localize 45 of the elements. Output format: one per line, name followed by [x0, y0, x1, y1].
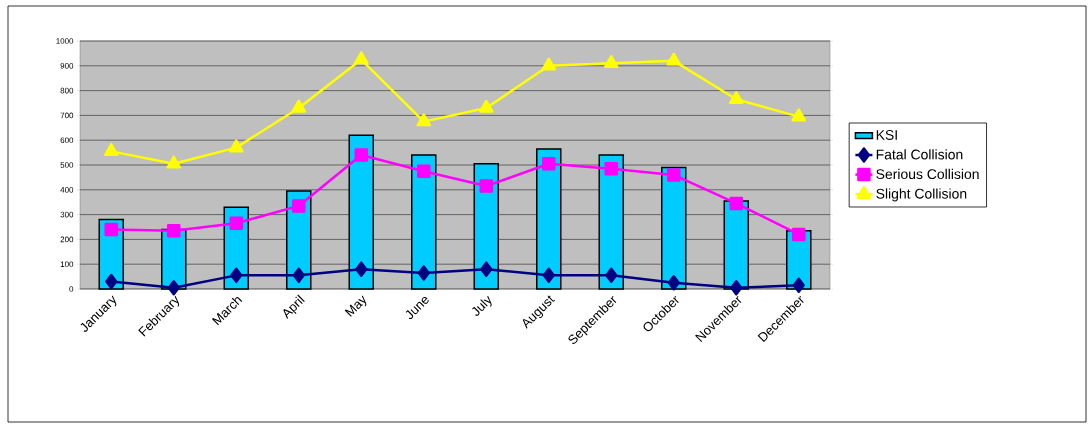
point [416, 113, 432, 127]
bar [598, 154, 625, 290]
point [792, 227, 806, 242]
point [417, 164, 431, 178]
point [728, 91, 744, 105]
x-tick-label: June [405, 296, 429, 320]
legend-label: Slight Collision [876, 188, 967, 202]
bar [348, 134, 375, 290]
point [292, 267, 305, 284]
point [478, 99, 494, 113]
point [230, 267, 243, 284]
point [228, 139, 244, 153]
point [604, 161, 619, 176]
point [479, 179, 494, 193]
point [103, 143, 119, 157]
point [730, 280, 743, 296]
point [292, 199, 306, 213]
point [104, 222, 119, 237]
point [167, 280, 180, 296]
point [480, 261, 493, 277]
legend-label: Fatal Collision [876, 149, 963, 160]
point [166, 155, 182, 169]
point [729, 196, 744, 211]
point [667, 275, 680, 291]
point [667, 168, 681, 182]
point [542, 267, 555, 284]
point [105, 273, 118, 290]
point [603, 55, 619, 69]
legend-label: KSI [876, 129, 897, 140]
point [666, 52, 682, 66]
point [791, 108, 807, 122]
point [354, 148, 369, 162]
point [541, 57, 557, 71]
point [417, 265, 430, 281]
point [792, 277, 805, 294]
point [291, 99, 307, 113]
point [605, 267, 618, 284]
x-tick-label: July [472, 295, 492, 316]
point [229, 216, 244, 231]
x-tick-label: May [344, 295, 367, 317]
point [542, 157, 556, 171]
point [353, 51, 369, 65]
point [355, 261, 368, 277]
legend-label: Serious Collision [876, 168, 979, 180]
point [167, 223, 181, 238]
